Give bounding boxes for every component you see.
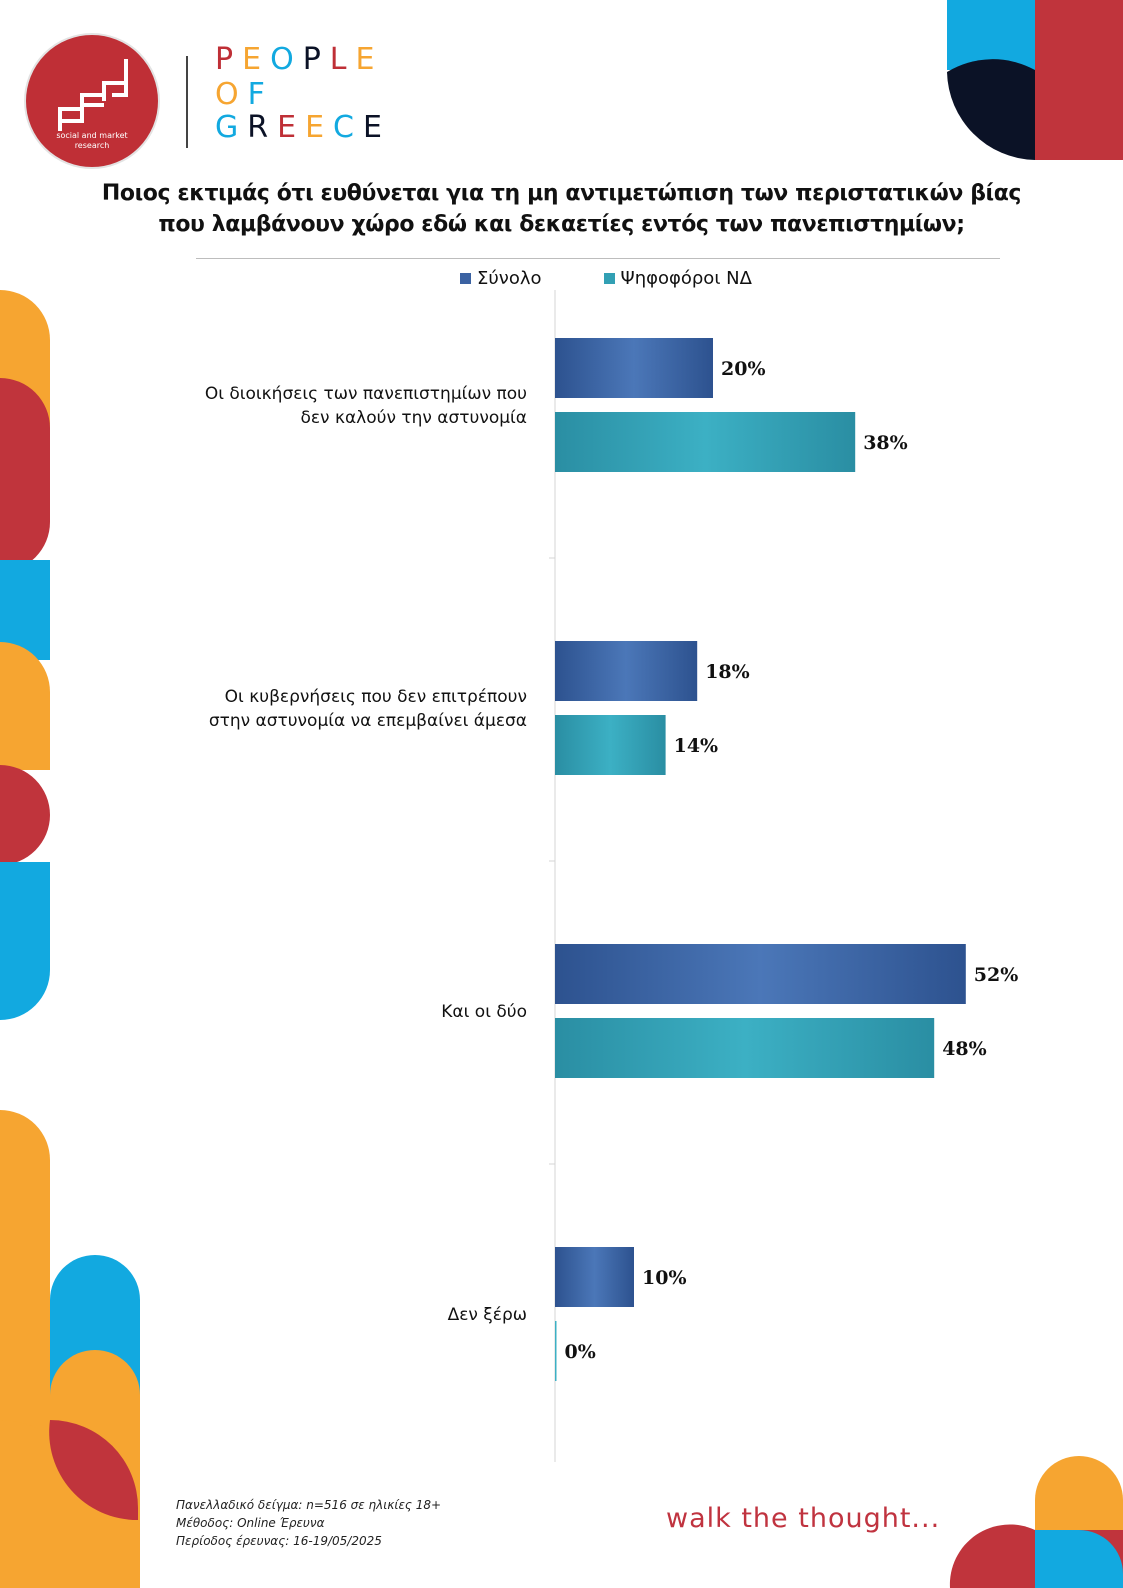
chart-title-line2: που λαμβάνουν χώρο εδώ και δεκαετίες εντ… [158,212,965,237]
bar-nd-3 [555,1018,935,1078]
category-label-2: Οι κυβερνήσεις που δεν επιτρέπουν στην ασ… [209,687,527,731]
category-label-line: Και οι δύο [441,1002,527,1022]
chart-category-labels: Οι διοικήσεις των πανεπιστημίων που δεν κ… [205,384,527,1325]
category-label-line: στην αστυνομία να επεμβαίνει άμεσα [209,711,527,731]
survey-notes: Πανελλαδικό δείγμα: n=516 σε ηλικίες 18+… [176,1496,441,1550]
note-period: Περίοδος έρευνας: 16-19/05/2025 [176,1534,382,1548]
tagline: walk the thought... [666,1503,941,1534]
left-pills [0,290,50,1588]
chart-bars [555,338,966,1381]
brand-letter: E [277,110,306,145]
note-sample: Πανελλαδικό δείγμα: n=516 σε ηλικίες 18+ [176,1498,442,1512]
brand-letter: F [247,77,274,112]
legend-label-nd: Ψηφοφόροι ΝΔ [620,268,752,289]
logo-caption-line2: research [74,141,110,150]
bar-total-1 [555,338,713,398]
value-label-nd-2: 14% [674,735,719,757]
brand-letter: O [270,42,303,77]
value-label-nd-1: 38% [863,432,908,454]
legend-label-total: Σύνολο [477,268,542,289]
logo-caption-line1: social and market [56,131,128,140]
brand-letter: E [242,42,271,77]
company-logo [24,33,160,169]
brand-letter: G [215,110,248,145]
category-label-1: Οι διοικήσεις των πανεπιστημίων που δεν κ… [205,384,527,428]
value-label-nd-4: 0% [565,1341,596,1363]
category-label-line: Δεν ξέρω [448,1305,527,1325]
brand-letter: E [305,110,334,145]
brand-letter: E [355,42,384,77]
corner-graphic-bottom-right [949,1456,1123,1588]
bar-chart: 20% 38% 18% 14% 52% 48% 10% 0% Οι διοικήσεις τω… [205,290,1019,1462]
corner-graphic-bottom-left [0,1255,140,1588]
bar-nd-4 [555,1321,557,1381]
bar-total-3 [555,944,966,1004]
brand-title-line3: GREECE [215,111,391,145]
category-label-line: Οι διοικήσεις των πανεπιστημίων που [205,384,527,404]
brand-letter: C [333,110,363,145]
brand-letter: P [302,42,330,77]
logo-caption: social and market research [24,131,160,151]
chart-legend: Σύνολο Ψηφοφόροι ΝΔ [460,268,752,289]
brand-letter: O [215,77,248,112]
chart-axis [549,290,556,1462]
corner-graphic-top-right [947,0,1123,160]
brand-letter: E [363,110,391,145]
legend-item-total: Σύνολο [460,268,542,289]
value-label-total-1: 20% [721,358,766,380]
category-label-line: δεν καλούν την αστυνομία [300,408,527,428]
category-label-line: Οι κυβερνήσεις που δεν επιτρέπουν [225,687,527,707]
value-label-total-4: 10% [642,1267,687,1289]
value-label-total-3: 52% [974,964,1019,986]
brand-letter: R [247,110,278,145]
chart-value-labels: 20% 38% 18% 14% 52% 48% 10% 0% [565,358,1019,1363]
category-label-4: Δεν ξέρω [448,1305,527,1325]
chart-title-line1: Ποιος εκτιμάς ότι ευθύνεται για τη μη αν… [101,181,1022,206]
brand-letter: P [215,42,243,77]
chart-title: Ποιος εκτιμάς ότι ευθύνεται για τη μη αν… [100,178,1023,240]
brand-title-line1: PEOPLE [215,43,383,77]
bar-total-4 [555,1247,634,1307]
brand-title-line2: OF [215,78,274,112]
logo-mark-icon [58,59,128,131]
title-rule [196,258,1000,259]
value-label-total-2: 18% [705,661,750,683]
brand-letter: L [329,42,356,77]
category-label-3: Και οι δύο [441,1002,527,1022]
legend-swatch-total [460,273,471,284]
value-label-nd-3: 48% [942,1038,987,1060]
note-method: Μέθοδος: Online Έρευνα [176,1516,325,1530]
bar-nd-1 [555,412,856,472]
bar-nd-2 [555,715,666,775]
legend-swatch-nd [603,273,615,284]
legend-item-nd: Ψηφοφόροι ΝΔ [603,268,752,289]
bar-total-2 [555,641,698,701]
header-divider [186,56,188,148]
